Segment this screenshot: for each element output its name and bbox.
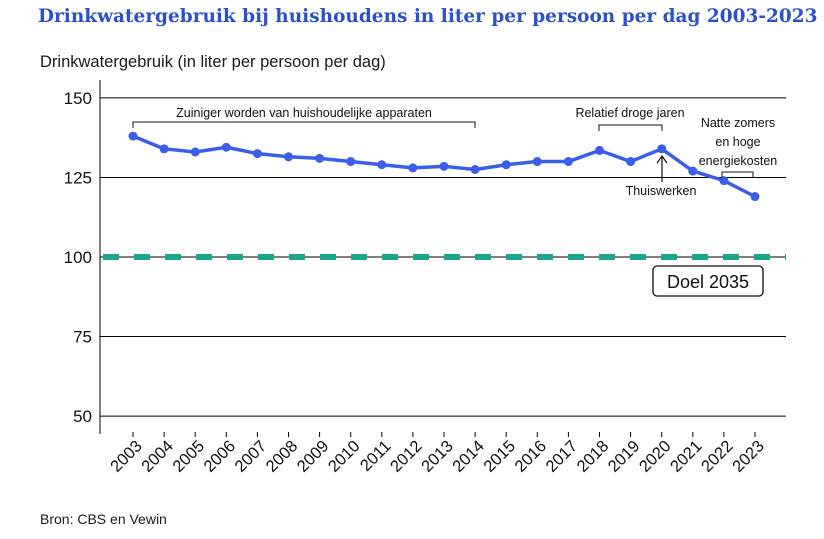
x-tick-2008: 2008 xyxy=(263,437,302,476)
data-point-2005 xyxy=(190,147,200,157)
annotation-energiekosten: energiekosten xyxy=(699,154,778,168)
data-point-2020 xyxy=(657,144,667,154)
x-tick-2018: 2018 xyxy=(574,437,613,476)
x-tick-2010: 2010 xyxy=(325,437,364,476)
annotation-natte-zomers: Natte zomers xyxy=(701,116,775,130)
x-tick-2003: 2003 xyxy=(107,437,146,476)
x-tick-2007: 2007 xyxy=(232,437,271,476)
data-point-2012 xyxy=(408,163,418,173)
annotations: Zuiniger worden van huishoudelijke appar… xyxy=(132,106,778,198)
bracket-zuiniger xyxy=(132,121,476,128)
data-point-2015 xyxy=(501,160,511,170)
bracket-natte-zomers xyxy=(721,171,754,178)
source-note: Bron: CBS en Vewin xyxy=(40,511,167,527)
x-tick-2019: 2019 xyxy=(605,437,644,476)
annotation-zuiniger: Zuiniger worden van huishoudelijke appar… xyxy=(176,106,432,120)
data-point-2014 xyxy=(470,165,480,174)
data-point-2003 xyxy=(128,131,138,141)
series-group xyxy=(128,131,760,202)
x-tick-2023: 2023 xyxy=(729,437,768,476)
data-point-2018 xyxy=(595,145,604,155)
goal-line-group: Doel 2035 xyxy=(100,254,786,297)
x-tick-2006: 2006 xyxy=(200,437,239,476)
x-tick-2015: 2015 xyxy=(480,437,519,476)
x-tick-2009: 2009 xyxy=(294,437,333,476)
y-tick-75: 75 xyxy=(73,328,92,347)
y-axis-label: Drinkwatergebruik (in liter per persoon … xyxy=(40,53,386,71)
data-point-2023 xyxy=(750,192,760,202)
data-point-2008 xyxy=(284,152,293,162)
x-tick-2016: 2016 xyxy=(511,437,550,476)
y-tick-100: 100 xyxy=(64,248,92,267)
x-tick-2021: 2021 xyxy=(667,437,706,476)
data-point-2021 xyxy=(688,166,698,176)
x-tick-2020: 2020 xyxy=(636,437,675,476)
x-tick-2012: 2012 xyxy=(387,437,426,476)
y-tick-150: 150 xyxy=(64,89,92,108)
x-tick-2014: 2014 xyxy=(449,437,488,476)
data-point-2009 xyxy=(315,153,325,163)
bracket-droge-jaren xyxy=(598,124,663,131)
data-point-2013 xyxy=(439,161,449,171)
goal-label-box xyxy=(652,265,764,297)
x-tick-2004: 2004 xyxy=(138,437,177,476)
x-tick-labels: 2003200420052006200720082009201020112012… xyxy=(107,437,768,476)
x-tick-2011: 2011 xyxy=(357,437,395,475)
annotation-thuiswerken: Thuiswerken xyxy=(626,184,697,198)
data-point-2011 xyxy=(377,160,387,170)
data-point-2010 xyxy=(346,157,356,167)
data-point-2004 xyxy=(159,144,169,154)
x-tick-2013: 2013 xyxy=(418,437,457,476)
data-point-2006 xyxy=(221,142,231,152)
data-point-2007 xyxy=(252,149,262,159)
chart-title: Drinkwatergebruik bij huishoudens in lit… xyxy=(38,6,818,27)
annotation-en-hoge: en hoge xyxy=(715,135,760,149)
y-tick-125: 125 xyxy=(64,168,92,187)
annotation-droge-jaren: Relatief droge jaren xyxy=(575,106,684,120)
goal-label: Doel 2035 xyxy=(667,272,749,292)
data-point-2017 xyxy=(563,157,573,167)
data-point-2016 xyxy=(532,157,542,167)
x-tick-2017: 2017 xyxy=(543,437,582,476)
data-point-2019 xyxy=(626,157,636,167)
arrow-thuiswerken xyxy=(656,154,668,182)
y-tick-labels: 150 125 100 75 50 xyxy=(64,89,92,426)
data-point-2022 xyxy=(719,176,729,186)
x-tick-2022: 2022 xyxy=(698,437,737,476)
x-tick-2005: 2005 xyxy=(169,437,208,476)
y-tick-50: 50 xyxy=(73,407,92,426)
